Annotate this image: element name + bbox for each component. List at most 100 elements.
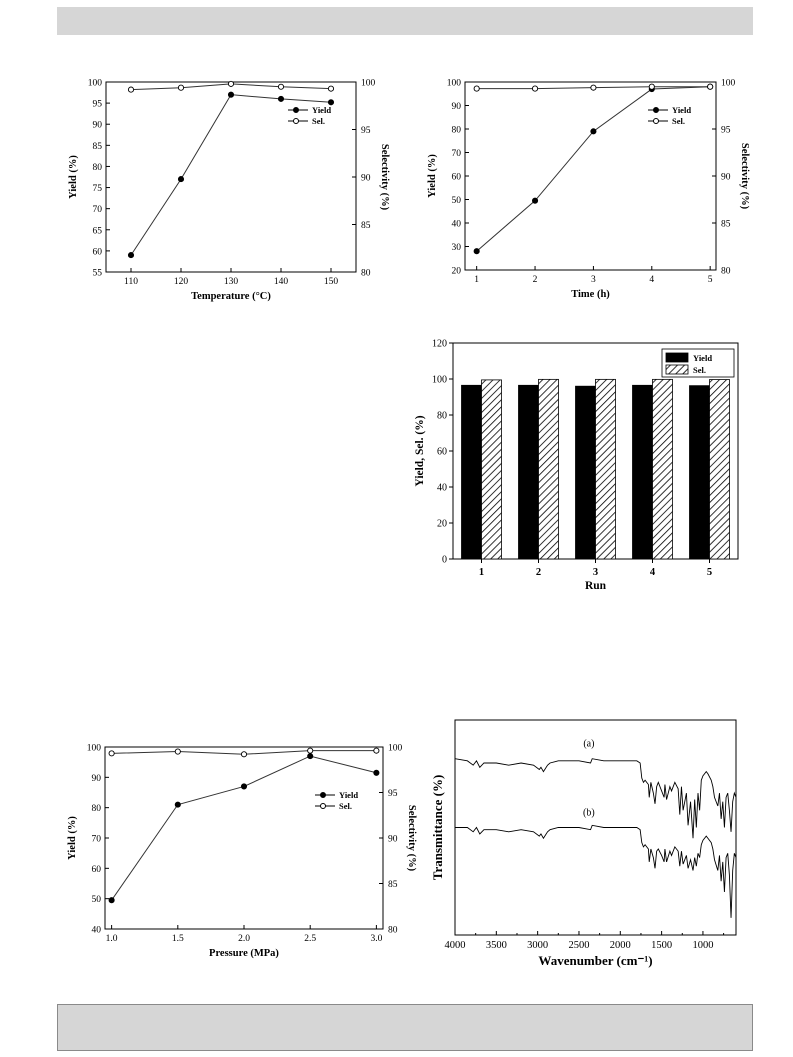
data-point-sel: [327, 85, 335, 92]
y-axis-label: Yield (%): [68, 155, 79, 199]
x-tick-label: 150: [324, 277, 339, 287]
data-point-yield: [531, 197, 539, 204]
y-tick-label: 70: [452, 149, 462, 159]
bar-sel: [595, 378, 616, 560]
x-axis-label: Run: [585, 580, 607, 592]
y-tick-label: 0: [442, 555, 447, 566]
y2-tick-label: 95: [721, 126, 731, 136]
y2-axis-label: Selectivity (%): [406, 805, 417, 872]
data-point-sel: [240, 751, 248, 758]
y-tick-label: 80: [452, 126, 462, 136]
x-tick-label: 3: [591, 275, 596, 285]
legend-marker: [293, 118, 299, 124]
data-point-yield: [174, 801, 181, 808]
data-point-yield: [177, 176, 185, 183]
y2-axis-label: Selectivity (%): [379, 144, 390, 211]
y-tick-label: 70: [93, 205, 103, 215]
y-tick-label: 95: [93, 100, 103, 110]
legend-marker: [320, 792, 326, 798]
legend-label: Yield: [339, 790, 358, 800]
legend-label: Sel.: [312, 116, 325, 126]
y-tick-label: 30: [452, 243, 462, 253]
data-point-sel: [648, 83, 655, 90]
legend-marker: [293, 107, 299, 113]
y2-tick-label: 90: [361, 174, 371, 184]
x-tick-label: 2.5: [304, 934, 316, 944]
data-point-sel: [473, 85, 480, 92]
legend-swatch: [665, 364, 689, 375]
data-point-yield: [327, 99, 335, 106]
x-tick-label: 4000: [445, 940, 466, 951]
data-point-sel: [307, 747, 314, 754]
x-tick-label: 130: [224, 277, 239, 287]
x-axis-label: Temperature (°C): [191, 291, 271, 302]
y-tick-label: 50: [92, 895, 102, 905]
pressure-chart: 1.0 1.5 2.0 2.5 3.0 40 50 60 70 80 90 100 80 85 90 95 10…: [67, 744, 417, 960]
data-point-sel: [707, 83, 714, 90]
x-tick-label: 1.5: [172, 934, 184, 944]
time-chart: 1 2 3 4 5 20 30 40 50 60 70 80 90 100 80 85 90 95 100 Time …: [427, 79, 750, 301]
bar-yield: [632, 384, 653, 560]
y-tick-label: 50: [452, 196, 462, 206]
y-tick-label: 65: [93, 226, 103, 236]
y-tick-label: 100: [432, 375, 447, 386]
y-tick-label: 90: [452, 102, 462, 112]
y-tick-label: 55: [93, 269, 103, 279]
footer-band: [57, 1004, 753, 1051]
legend-label: Sel.: [672, 116, 685, 126]
y2-tick-label: 100: [721, 79, 736, 89]
bar-sel: [652, 378, 673, 560]
legend-label: Yield: [672, 105, 691, 115]
y-axis-label: Yield (%): [427, 154, 438, 198]
legend-swatch: [665, 352, 689, 363]
y-tick-label: 80: [93, 163, 103, 173]
ftir-spectrum-chart: 4000 3500 3000 2500 2000 1500 1000 (a) (b) Wavenu…: [430, 719, 737, 968]
spectrum-line-a: [454, 758, 737, 839]
data-point-yield: [373, 769, 380, 776]
legend-label: Sel.: [339, 801, 352, 811]
legend-label: Yield: [312, 105, 331, 115]
y-tick-label: 70: [92, 835, 102, 845]
runs-bar-chart: 0 20 40 60 80 100 120 1 2 3 4 5 Run Yield, Sel. (%) Yi…: [414, 339, 739, 592]
y2-axis-label: Selectivity (%): [739, 143, 750, 210]
x-axis-label: Pressure (MPa): [209, 948, 279, 959]
y2-tick-label: 95: [388, 789, 398, 799]
x-tick-label: 140: [274, 277, 289, 287]
legend-marker: [320, 803, 326, 809]
x-tick-label: 3000: [527, 940, 548, 951]
y-tick-label: 60: [92, 865, 102, 875]
x-tick-label: 110: [124, 277, 138, 287]
y2-tick-label: 90: [388, 835, 398, 845]
y-tick-label: 60: [452, 173, 462, 183]
y-tick-label: 80: [92, 804, 102, 814]
y-tick-label: 90: [92, 774, 102, 784]
x-tick-label: 1.0: [106, 934, 118, 944]
y2-tick-label: 85: [721, 220, 731, 230]
data-point-yield: [277, 95, 285, 102]
data-point-sel: [174, 748, 181, 755]
x-tick-label: 4: [650, 567, 656, 578]
data-point-sel: [277, 83, 285, 90]
y2-tick-label: 90: [721, 173, 731, 183]
legend-label: Sel.: [693, 365, 706, 375]
y-tick-label: 60: [93, 247, 103, 257]
y-tick-label: 75: [93, 184, 103, 194]
x-tick-label: 1000: [692, 940, 713, 951]
data-point-yield: [590, 128, 597, 135]
legend-marker: [653, 107, 659, 113]
y-tick-label: 40: [437, 483, 447, 494]
bar-yield: [518, 384, 539, 560]
y2-tick-label: 100: [388, 744, 403, 754]
spectrum-annotation-b: (b): [583, 808, 595, 819]
bar-yield: [689, 385, 710, 560]
bar-yield: [575, 385, 596, 560]
plot-frame: [104, 746, 384, 930]
bar-sel: [481, 379, 502, 560]
spectrum-line-b: [455, 824, 737, 918]
spectrum-annotation-a: (a): [583, 739, 594, 750]
x-axis-label: Wavenumber (cm⁻¹): [538, 953, 652, 968]
y2-tick-label: 80: [721, 267, 731, 277]
data-point-sel: [531, 85, 539, 92]
x-tick-label: 1: [474, 275, 479, 285]
y2-tick-label: 85: [361, 221, 371, 231]
